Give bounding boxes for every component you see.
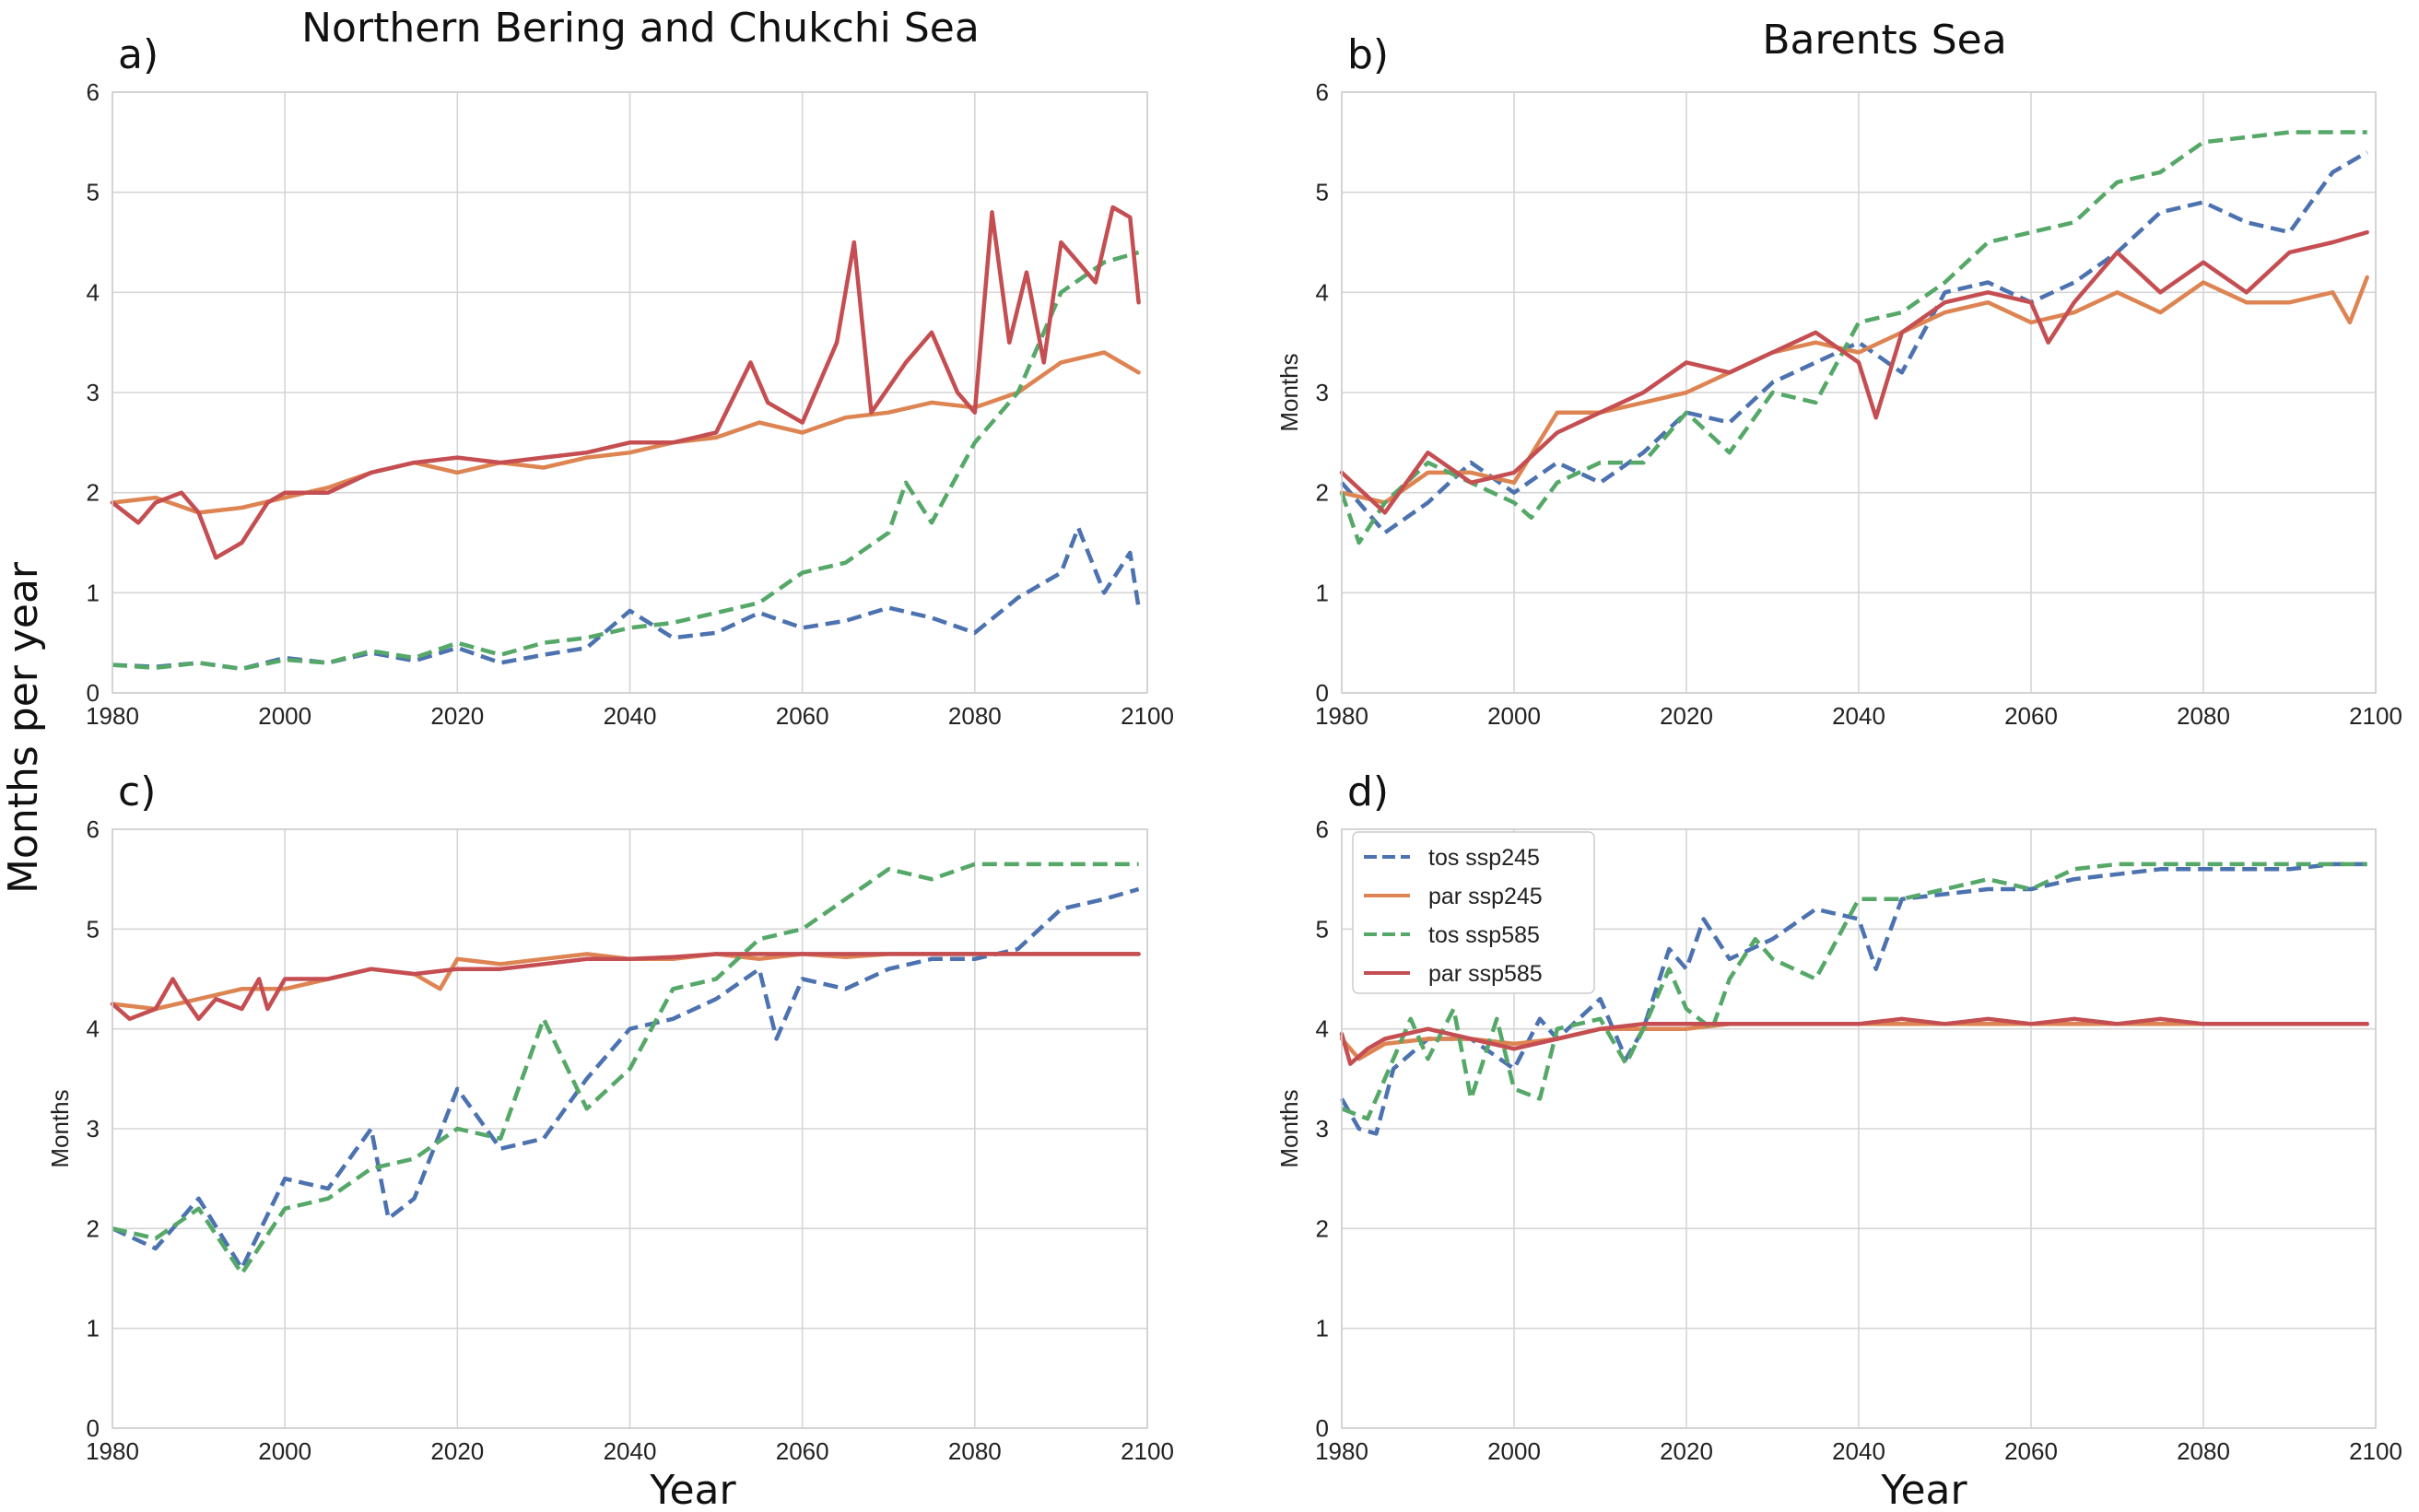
panel-label: b) xyxy=(1347,31,1389,78)
x-tick-label: 2080 xyxy=(948,702,1002,730)
y-tick-label: 3 xyxy=(1316,379,1329,406)
series-line-par-ssp585 xyxy=(110,205,1141,560)
x-tick-label: 2060 xyxy=(776,702,829,730)
y-tick-label: 1 xyxy=(87,579,100,606)
y-tick-label: 2 xyxy=(87,479,100,507)
y-tick-label: 6 xyxy=(87,78,100,106)
legend-entry: tos ssp245 xyxy=(1364,845,1540,871)
y-tick-label: 3 xyxy=(1316,1115,1329,1143)
series-line-tos-ssp585 xyxy=(112,861,1139,1276)
legend: tos ssp245 par ssp245 tos ssp585 par ssp… xyxy=(1352,831,1595,994)
panel-3: 1980 2000 2020 2040 2060 2080 2100 0 1 2 3 4 5 6 c) Mon… xyxy=(46,768,1174,1465)
x-tick-label: 2060 xyxy=(2004,1437,2058,1465)
y-tick-label: 0 xyxy=(87,679,100,707)
plot-frame xyxy=(112,828,1148,1429)
x-tick-label: 1980 xyxy=(86,1437,139,1465)
panel-label: d) xyxy=(1347,768,1389,815)
legend-box xyxy=(1352,831,1595,994)
panel-title: Northern Bering and Chukchi Sea xyxy=(301,5,980,52)
legend-entry: tos ssp585 xyxy=(1364,922,1540,948)
x-tick-label: 2020 xyxy=(430,1437,484,1465)
y-tick-label: 6 xyxy=(1316,815,1329,843)
series-line-tos-ssp585 xyxy=(1339,130,2367,545)
y-tick-label: 0 xyxy=(1316,679,1329,707)
figure-xlabel-left: Year xyxy=(649,1467,736,1512)
y-tick-label: 5 xyxy=(87,915,100,943)
y-tick-label: 4 xyxy=(1316,278,1329,306)
x-tick-label: 2040 xyxy=(1832,1437,1885,1465)
x-tick-label: 1980 xyxy=(86,702,139,730)
legend-entry: par ssp585 xyxy=(1364,961,1543,987)
legend-label: par ssp585 xyxy=(1428,961,1543,987)
series-line-par-ssp585 xyxy=(110,952,1141,1022)
y-tick-label: 2 xyxy=(87,1214,100,1242)
y-axis-label: Months xyxy=(1275,1089,1303,1167)
x-tick-label: 2080 xyxy=(2177,1437,2230,1465)
y-tick-label: 0 xyxy=(1316,1414,1329,1442)
x-tick-label: 1980 xyxy=(1315,1437,1368,1465)
x-tick-label: 2000 xyxy=(1487,702,1541,730)
y-axis-label: Months xyxy=(46,1089,74,1167)
x-tick-label: 2020 xyxy=(430,702,484,730)
series-line-tos-ssp585 xyxy=(1341,861,2367,1121)
x-tick-label: 2100 xyxy=(2349,1437,2402,1465)
panel-1: 1980 2000 2020 2040 2060 2080 2100 0 1 2 3 4 5 6 a) Nor… xyxy=(86,5,1174,730)
figure-ylabel: Months per year xyxy=(0,561,47,894)
series-line-tos-ssp245 xyxy=(1340,861,2367,1136)
panel-title: Barents Sea xyxy=(1762,17,2006,64)
x-tick-label: 2100 xyxy=(2349,702,2402,730)
x-tick-label: 2040 xyxy=(604,1437,657,1465)
series-line-par-ssp585 xyxy=(1339,229,2369,515)
legend-label: tos ssp245 xyxy=(1428,845,1540,871)
plot-frame xyxy=(1341,91,2377,694)
x-tick-label: 2080 xyxy=(2177,702,2230,730)
x-tick-label: 2020 xyxy=(1660,1437,1713,1465)
y-tick-label: 3 xyxy=(87,1115,100,1143)
y-tick-label: 1 xyxy=(1316,1315,1329,1342)
y-axis-label: Months xyxy=(1275,353,1303,431)
series-line-tos-ssp585 xyxy=(112,250,1140,672)
y-tick-label: 2 xyxy=(1316,479,1329,507)
series-line-par-ssp585 xyxy=(1339,1016,2369,1066)
y-tick-label: 6 xyxy=(1316,78,1329,106)
y-tick-label: 6 xyxy=(87,815,100,843)
y-tick-label: 5 xyxy=(1316,179,1329,206)
x-tick-label: 2000 xyxy=(258,1437,311,1465)
y-tick-label: 0 xyxy=(87,1414,100,1442)
series-line-tos-ssp245 xyxy=(1340,150,2368,535)
x-tick-label: 2040 xyxy=(604,702,657,730)
plot-frame xyxy=(1341,828,2377,1429)
y-tick-label: 3 xyxy=(87,379,100,406)
y-tick-label: 4 xyxy=(87,278,100,306)
x-tick-label: 2080 xyxy=(948,1437,1002,1465)
x-tick-label: 2000 xyxy=(258,702,311,730)
x-tick-label: 2100 xyxy=(1121,1437,1174,1465)
series-line-tos-ssp245 xyxy=(112,886,1140,1271)
x-tick-label: 2100 xyxy=(1121,702,1174,730)
legend-label: tos ssp585 xyxy=(1428,922,1540,948)
x-tick-label: 2020 xyxy=(1660,702,1713,730)
y-tick-label: 1 xyxy=(1316,579,1329,606)
x-tick-label: 1980 xyxy=(1315,702,1368,730)
y-tick-label: 2 xyxy=(1316,1214,1329,1242)
panel-label: a) xyxy=(118,31,159,78)
x-tick-label: 2040 xyxy=(1832,702,1885,730)
series-line-par-ssp245 xyxy=(1339,275,2369,505)
y-tick-label: 1 xyxy=(87,1315,100,1342)
y-tick-label: 5 xyxy=(87,179,100,206)
legend-label: par ssp245 xyxy=(1428,884,1543,909)
panels-container: 1980 2000 2020 2040 2060 2080 21000123456a)Nor… xyxy=(46,5,2402,1465)
panel-label: c) xyxy=(118,768,156,815)
x-tick-label: 2000 xyxy=(1487,1437,1541,1465)
x-tick-label: 2060 xyxy=(776,1437,829,1465)
y-tick-label: 5 xyxy=(1316,915,1329,943)
legend-entry: par ssp245 xyxy=(1364,884,1543,909)
y-tick-label: 4 xyxy=(1316,1015,1329,1043)
y-tick-label: 4 xyxy=(87,1015,100,1043)
x-tick-label: 2060 xyxy=(2004,702,2058,730)
plot-frame xyxy=(112,91,1148,694)
figure-xlabel-right: Year xyxy=(1880,1467,1967,1512)
panel-2: 1980 2000 2020 2040 2060 2080 2100 0 1 2 3 4 5 6 b) Bar… xyxy=(1275,17,2402,730)
